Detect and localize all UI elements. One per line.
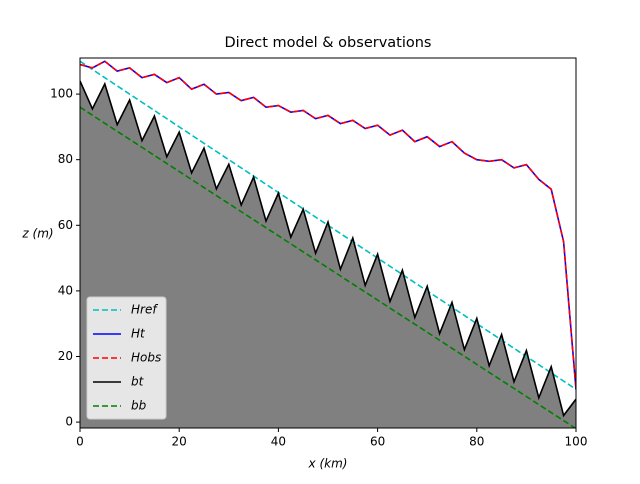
plot-area — [80, 60, 576, 428]
y-tick-label: 100 — [50, 87, 73, 101]
legend-box — [86, 296, 167, 420]
legend-label: Href — [131, 303, 158, 317]
y-axis-label: z (m) — [21, 227, 53, 241]
y-tick-label: 80 — [58, 152, 73, 166]
y-tick-label: 0 — [65, 415, 73, 429]
x-tick-label: 100 — [565, 435, 588, 449]
legend-label: bt — [131, 375, 145, 389]
x-axis-label: x (km) — [308, 457, 348, 471]
y-tick-label: 60 — [58, 218, 73, 232]
chart-title: Direct model & observations — [224, 35, 431, 51]
x-tick-label: 40 — [271, 435, 286, 449]
line — [80, 80, 576, 418]
area — [80, 80, 576, 428]
y-tick-label: 20 — [58, 349, 73, 363]
legend-label: Ht — [131, 327, 146, 341]
x-tick-label: 80 — [469, 435, 484, 449]
line — [80, 60, 576, 390]
x-tick-label: 20 — [172, 435, 187, 449]
y-tick-label: 40 — [58, 283, 73, 297]
line — [80, 60, 576, 390]
axes-frame — [79, 57, 577, 429]
legend-label: Hobs — [131, 351, 161, 365]
x-tick-label: 60 — [370, 435, 385, 449]
x-tick-label: 0 — [76, 435, 84, 449]
legend-label: bb — [131, 399, 147, 413]
